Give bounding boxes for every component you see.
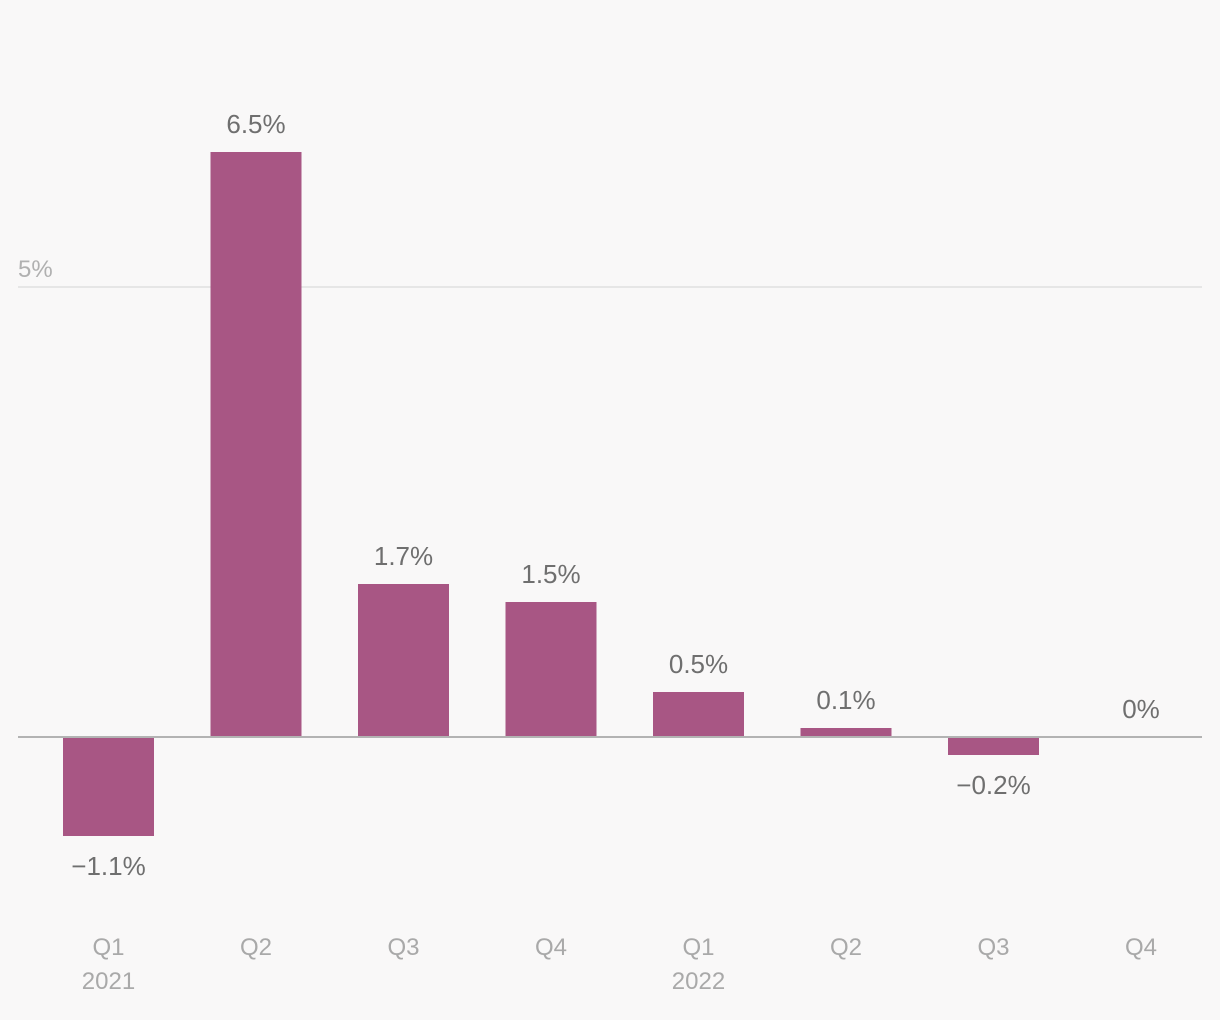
data-label: 6.5% bbox=[226, 109, 285, 139]
x-year-label: 2022 bbox=[672, 968, 725, 995]
x-axis: Q1 2021 Q2 Q3 Q4 Q1 2022 Q2 Q3 Q4 bbox=[82, 934, 1157, 995]
x-tick-label: Q4 bbox=[1125, 934, 1157, 961]
bars bbox=[63, 152, 1039, 836]
gridlines: 5% bbox=[18, 256, 1202, 288]
x-tick-label: Q3 bbox=[977, 934, 1009, 961]
bar-2 bbox=[358, 584, 449, 737]
x-tick-label: Q2 bbox=[830, 934, 862, 961]
bar-1 bbox=[210, 152, 302, 737]
bar-5 bbox=[800, 728, 892, 737]
data-label: −0.2% bbox=[956, 770, 1030, 800]
x-year-label: 2021 bbox=[82, 968, 135, 995]
bar-4 bbox=[653, 692, 744, 737]
x-tick-label: Q3 bbox=[387, 934, 419, 961]
data-labels: −1.1% 6.5% 1.7% 1.5% 0.5% 0.1% −0.2% 0% bbox=[71, 109, 1160, 881]
data-label: −1.1% bbox=[71, 851, 145, 881]
data-label: 1.5% bbox=[521, 559, 580, 589]
y-tick-label: 5% bbox=[18, 256, 53, 283]
data-label: 0% bbox=[1122, 694, 1160, 724]
bar-0 bbox=[63, 737, 154, 836]
data-label: 0.5% bbox=[669, 649, 728, 679]
bar-6 bbox=[948, 737, 1039, 755]
x-tick-label: Q2 bbox=[240, 934, 272, 961]
x-tick-label: Q1 bbox=[682, 934, 714, 961]
data-label: 1.7% bbox=[374, 541, 433, 571]
bar-3 bbox=[505, 602, 597, 737]
data-label: 0.1% bbox=[816, 685, 875, 715]
x-tick-label: Q4 bbox=[535, 934, 567, 961]
x-tick-label: Q1 bbox=[92, 934, 124, 961]
